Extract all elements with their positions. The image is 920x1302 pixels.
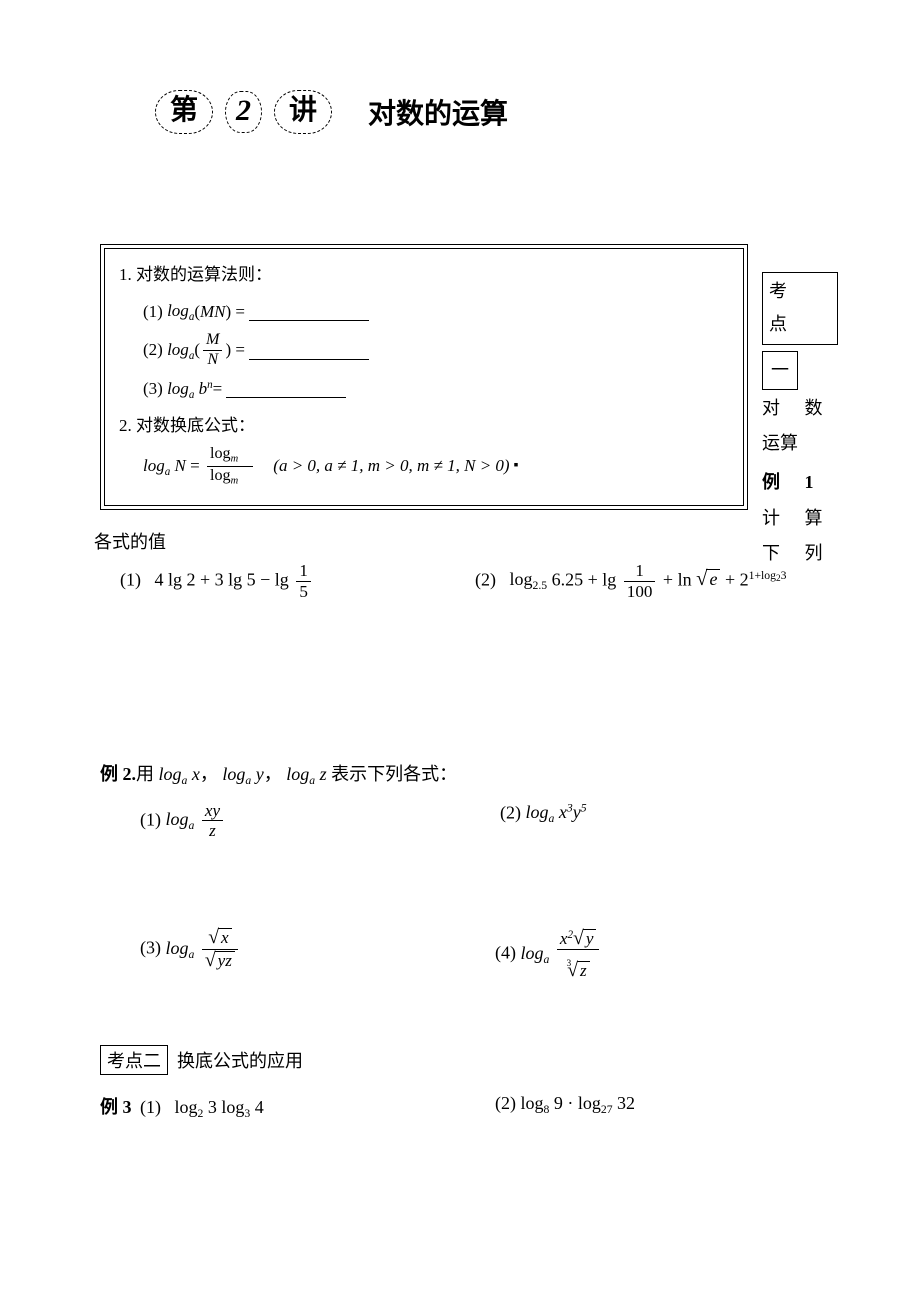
ex3-left: 例 3 (1) log2 3 log3 4 bbox=[100, 1093, 435, 1120]
rule2-den: N bbox=[204, 352, 221, 369]
rule-2: (2) loga ( M N ) = bbox=[119, 332, 725, 369]
kp2-row: 考点二 换底公式的应用 bbox=[100, 1045, 830, 1075]
blank-1 bbox=[249, 303, 369, 321]
ex2-p1: (1) loga xy z bbox=[100, 802, 470, 841]
ex2-row-1: (1) loga xy z (2) loga x3y5 bbox=[100, 802, 830, 841]
side-li1: 例 1 bbox=[762, 466, 824, 499]
side-duishu: 对 数 bbox=[762, 392, 833, 425]
box-heading-2: 2. 对数换底公式： bbox=[119, 410, 725, 442]
page: 第 2 讲 对数的运算 1. 对数的运算法则： (1) loga (MN) = … bbox=[0, 0, 920, 1302]
ex2-p3: (3) loga √x √yz bbox=[100, 928, 475, 981]
rule1-label: (1) bbox=[143, 296, 163, 328]
title-text: 对数的运算 bbox=[368, 92, 508, 132]
title-oval-jiang: 讲 bbox=[274, 90, 332, 134]
example-3-row: 例 3 (1) log2 3 log3 4 (2) log8 9 · log27… bbox=[100, 1093, 830, 1120]
ex3-right: (2) log8 9 · log27 32 bbox=[435, 1093, 830, 1120]
side-xialie: 下 列 bbox=[762, 537, 833, 570]
side-yunsuan: 运算 bbox=[762, 433, 798, 453]
rule2-num: M bbox=[203, 332, 222, 349]
rule2-label: (2) bbox=[143, 334, 163, 366]
ex2-row-2: (3) loga √x √yz (4) loga x2√y 3√z bbox=[100, 928, 830, 981]
side-kaodian: 考 点 bbox=[762, 272, 838, 345]
knowledge-box-outer: 1. 对数的运算法则： (1) loga (MN) = (2) loga ( M… bbox=[100, 244, 748, 510]
knowledge-section: 1. 对数的运算法则： (1) loga (MN) = (2) loga ( M… bbox=[100, 244, 830, 510]
side-column: 考 点 一 对 数 运算 例 1 计 算 下 列 bbox=[762, 270, 838, 570]
after-box-line: 各式的值 bbox=[94, 528, 830, 554]
blank-2 bbox=[249, 342, 369, 360]
title-oval-di: 第 bbox=[155, 90, 213, 134]
ex2-p4: (4) loga x2√y 3√z bbox=[475, 928, 830, 981]
title-oval-number: 2 bbox=[225, 91, 262, 133]
knowledge-box: 1. 对数的运算法则： (1) loga (MN) = (2) loga ( M… bbox=[104, 248, 744, 506]
change-of-base: loga N = logm logm (a > 0, a ≠ 1, m > 0,… bbox=[119, 446, 725, 486]
rule-3: (3) loga bn = bbox=[119, 373, 725, 406]
rule-1: (1) loga (MN) = bbox=[119, 295, 725, 328]
kp2-box: 考点二 bbox=[100, 1045, 168, 1075]
blank-3 bbox=[226, 380, 346, 398]
side-one: 一 bbox=[762, 351, 798, 390]
kp2-title: 换底公式的应用 bbox=[177, 1051, 303, 1071]
rule3-label: (3) bbox=[143, 373, 163, 405]
side-jisuan: 计 算 bbox=[762, 502, 833, 535]
example-1-row: (1) 4 lg 2 + 3 lg 5 − lg 1 5 (2) log2.5 … bbox=[100, 562, 830, 601]
lesson-title-row: 第 2 讲 对数的运算 bbox=[155, 90, 830, 134]
box-heading-1: 1. 对数的运算法则： bbox=[119, 259, 725, 291]
ex2-p2: (2) loga x3y5 bbox=[470, 802, 830, 841]
cob-cond: (a > 0, a ≠ 1, m > 0, m ≠ 1, N > 0) bbox=[273, 450, 509, 482]
example-2-title: 例 2.用 loga x， loga y， loga z 表示下列各式： bbox=[100, 760, 830, 787]
ex1-left: (1) 4 lg 2 + 3 lg 5 − lg 1 5 bbox=[100, 562, 475, 601]
